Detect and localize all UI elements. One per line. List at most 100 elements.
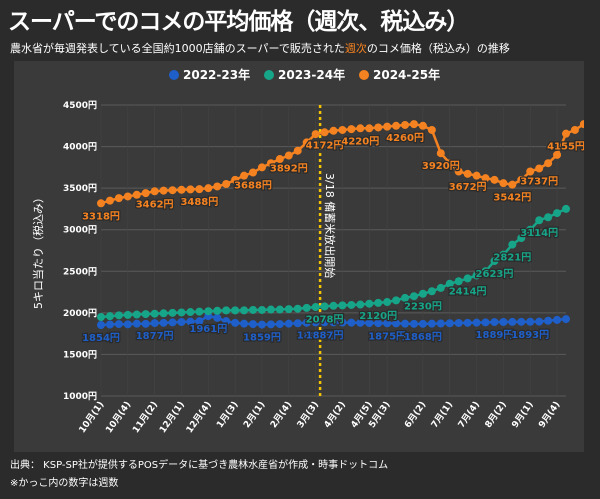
- data-point: [123, 320, 132, 329]
- data-point: [553, 209, 562, 218]
- subtitle-text-post: のコメ価格（税込み）の推移: [366, 42, 510, 55]
- data-label: 2230円: [404, 301, 442, 313]
- data-point: [454, 277, 463, 286]
- data-point: [356, 300, 365, 309]
- data-point: [481, 267, 490, 276]
- data-label: 1893円: [511, 329, 549, 341]
- x-tick-label: 12月(1): [157, 399, 187, 435]
- data-point: [365, 299, 374, 308]
- data-label: 2623円: [476, 268, 514, 280]
- chart-title: スーパーでのコメの平均価格（週次、税込み）: [8, 9, 469, 35]
- data-point: [338, 125, 347, 134]
- data-point: [105, 312, 114, 321]
- data-point: [284, 151, 293, 160]
- data-point: [454, 167, 463, 176]
- data-point: [579, 120, 584, 129]
- data-point: [311, 303, 320, 312]
- data-point: [374, 319, 383, 328]
- data-point: [284, 319, 293, 328]
- legend-label: 2023-24年: [278, 67, 345, 82]
- data-point: [347, 318, 356, 327]
- data-point: [526, 225, 535, 234]
- data-point: [293, 304, 302, 313]
- data-point: [168, 308, 177, 317]
- x-axis-ticks: 10月(1)10月(4)11月(2)12月(1)12月(4) 1月(3) 2月(1)…: [77, 399, 563, 435]
- data-point: [499, 318, 508, 327]
- data-label: 1877円: [136, 330, 174, 342]
- data-point: [186, 308, 195, 317]
- data-point: [240, 171, 249, 180]
- data-point: [418, 121, 427, 130]
- data-point: [418, 319, 427, 328]
- data-label: 4155円: [547, 141, 584, 153]
- data-point: [123, 192, 132, 201]
- data-point: [231, 175, 240, 184]
- data-label: 2414円: [449, 285, 487, 297]
- data-point: [311, 318, 320, 327]
- legend-marker: [264, 70, 274, 80]
- data-point: [320, 302, 329, 311]
- data-point: [517, 317, 526, 326]
- data-point: [150, 187, 159, 196]
- data-point: [249, 320, 258, 329]
- x-tick-label: 12月(4): [184, 399, 214, 435]
- data-point: [177, 185, 186, 194]
- x-tick-label: 3月(3): [295, 399, 321, 430]
- x-tick-label: 10月(1): [77, 399, 107, 435]
- data-point: [490, 318, 499, 327]
- data-point: [472, 318, 481, 327]
- data-point: [249, 305, 258, 314]
- data-point: [427, 319, 436, 328]
- data-label: 1889円: [476, 329, 514, 341]
- data-point: [454, 319, 463, 328]
- footnote: ※かっこ内の数字は週数: [10, 478, 119, 489]
- data-point: [409, 292, 418, 301]
- data-point: [213, 313, 222, 322]
- data-point: [150, 319, 159, 328]
- data-point: [141, 310, 150, 319]
- data-point: [132, 310, 141, 319]
- data-label: 2821円: [493, 252, 531, 264]
- chart-legend: 2022-23年 2023-24年 2024-25年: [169, 67, 440, 82]
- data-point: [383, 122, 392, 131]
- data-point: [240, 306, 249, 315]
- data-point: [338, 301, 347, 310]
- data-point: [383, 319, 392, 328]
- data-point: [114, 194, 123, 203]
- data-point: [266, 320, 275, 329]
- data-point: [329, 318, 338, 327]
- data-point: [508, 180, 517, 189]
- data-point: [266, 159, 275, 168]
- data-label: 4172円: [306, 139, 344, 151]
- data-point: [284, 305, 293, 314]
- data-point: [222, 317, 231, 326]
- data-point: [257, 320, 266, 329]
- data-label: 4220円: [341, 135, 379, 147]
- data-point: [392, 121, 401, 130]
- data-point: [141, 319, 150, 328]
- data-point: [544, 159, 553, 168]
- data-label: 1859円: [243, 332, 281, 344]
- data-point: [338, 318, 347, 327]
- data-point: [320, 318, 329, 327]
- data-point: [97, 320, 105, 329]
- data-point: [195, 307, 204, 316]
- data-point: [257, 305, 266, 314]
- data-point: [383, 298, 392, 307]
- data-point: [418, 289, 427, 298]
- data-label: 1875円: [368, 330, 406, 342]
- data-point: [463, 318, 472, 327]
- data-point: [302, 303, 311, 312]
- y-tick-label: 3500円: [63, 183, 97, 194]
- data-point: [526, 317, 535, 326]
- data-point: [132, 319, 141, 328]
- data-point: [222, 179, 231, 188]
- data-point: [204, 307, 213, 316]
- x-tick-label: 10月(4): [104, 399, 134, 435]
- data-point: [401, 120, 410, 129]
- legend-marker: [169, 70, 179, 80]
- source-note: 出典： KSP-SP社が提供するPOSデータに基づき農林水産省が作成・時事ドット…: [10, 460, 389, 471]
- data-point: [535, 317, 544, 326]
- data-point: [472, 171, 481, 180]
- data-point: [499, 179, 508, 188]
